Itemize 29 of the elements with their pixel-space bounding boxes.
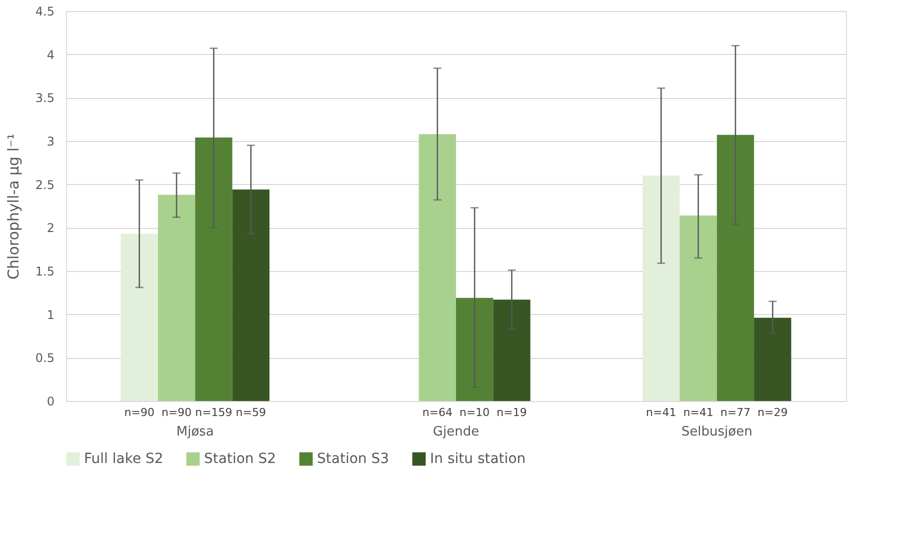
x-tick-label: Selbusjøen bbox=[681, 424, 752, 440]
y-tick-label: 4 bbox=[46, 48, 54, 62]
y-tick-label: 1.5 bbox=[35, 264, 54, 278]
text: n=29 bbox=[758, 406, 788, 419]
x-tick-label: Gjende bbox=[432, 424, 480, 440]
text: n=59 bbox=[236, 406, 266, 419]
y-tick-label: 3 bbox=[46, 134, 54, 148]
legend-label: In situ station bbox=[430, 451, 526, 467]
legend-label: Station S3 bbox=[317, 451, 390, 467]
y-axis-title: Chlorophyll-a µg l⁻¹ bbox=[4, 134, 22, 280]
x-tick-label: Mjøsa bbox=[176, 424, 214, 440]
legend-label: Station S2 bbox=[204, 451, 276, 467]
text: n=41 bbox=[646, 406, 676, 419]
y-tick-label: 2 bbox=[46, 221, 54, 236]
text: n=19 bbox=[496, 406, 527, 419]
text: n=90 bbox=[161, 406, 192, 419]
y-tick-label: 0.5 bbox=[35, 351, 54, 366]
legend-label: Full lake S2 bbox=[84, 451, 164, 467]
text: n=10 bbox=[459, 406, 490, 419]
y-tick-label: 2.5 bbox=[35, 178, 54, 192]
text: n=41 bbox=[683, 406, 714, 419]
text: n=159 bbox=[195, 406, 232, 419]
text: n=90 bbox=[124, 406, 154, 419]
y-tick-label: 0 bbox=[46, 394, 54, 408]
y-tick-label: 1 bbox=[46, 308, 54, 322]
text: n=64 bbox=[422, 406, 453, 419]
text: n=77 bbox=[720, 406, 751, 419]
y-tick-label: 4.5 bbox=[35, 4, 54, 18]
y-tick-label: 3.5 bbox=[35, 91, 54, 106]
